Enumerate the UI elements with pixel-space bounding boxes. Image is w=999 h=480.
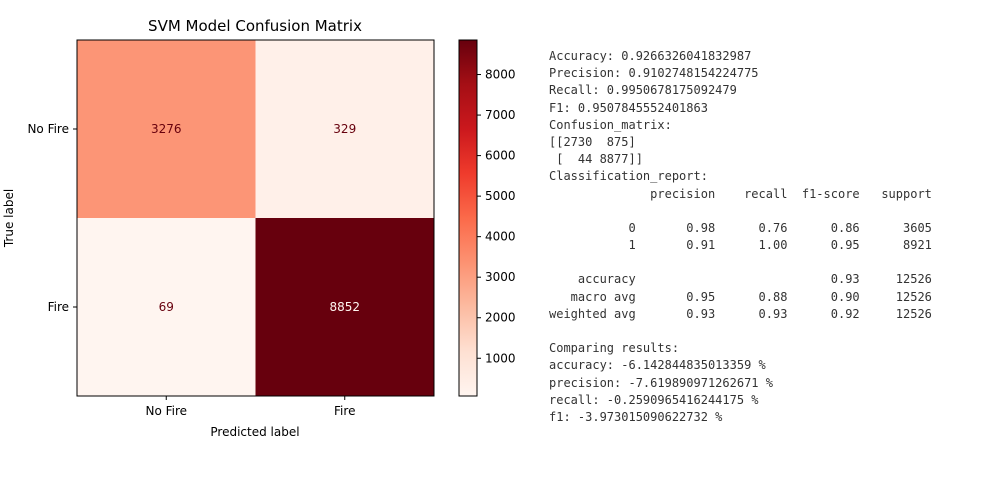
y-axis-label: True label [2, 189, 16, 248]
colorbar [458, 39, 478, 397]
x-tick-labels: No Fire Fire [145, 396, 355, 418]
cell-no-fire-fire [255, 40, 434, 218]
console-line: f1: -3.973015090622732 % [549, 409, 723, 424]
console-line: 0 0.98 0.76 0.86 3605 [549, 220, 932, 235]
colorbar-tick-label: 1000 [485, 351, 516, 365]
console-line [549, 203, 932, 220]
x-axis-label: Predicted label [210, 425, 299, 439]
console-line: Accuracy: 0.9266326041832987 [549, 49, 752, 63]
colorbar-tick-label: 8000 [485, 68, 516, 82]
colorbar-tick-label: 7000 [485, 108, 516, 122]
console-output: Accuracy: 0.9266326041832987 Precision: 0… [549, 48, 932, 426]
console-line: 1 0.91 1.00 0.95 8921 [549, 238, 932, 253]
console-line: accuracy: -6.142844835013359 % [549, 358, 766, 373]
y-tick-labels: No Fire Fire [27, 122, 77, 314]
console-line: weighted avg 0.93 0.93 0.92 12526 [549, 306, 932, 321]
console-line: macro avg 0.95 0.88 0.90 12526 [549, 289, 932, 304]
cell-value-no-fire-fire: 329 [333, 122, 356, 136]
y-tick-label: No Fire [27, 122, 69, 136]
chart-title: SVM Model Confusion Matrix [148, 17, 362, 35]
console-line: Comparing results: [549, 341, 680, 356]
console-line: Confusion_matrix: [549, 117, 672, 132]
colorbar-tick-label: 3000 [485, 270, 516, 284]
cell-no-fire-no-fire [77, 40, 256, 218]
console-line: Precision: 0.9102748154224775 [549, 66, 759, 81]
colorbar-tick-label: 2000 [485, 311, 516, 325]
console-line: F1: 0.9507845552401863 [549, 100, 708, 115]
cell-value-no-fire-no-fire: 3276 [151, 122, 182, 136]
console-line: accuracy 0.93 12526 [549, 272, 932, 287]
cell-value-fire-no-fire: 69 [159, 300, 174, 314]
console-line: [ 44 8877]] [549, 152, 643, 167]
colorbar-tick-label: 4000 [485, 230, 516, 244]
x-tick-label: No Fire [145, 404, 187, 418]
x-tick-label: Fire [334, 404, 355, 418]
y-tick-label: Fire [48, 300, 69, 314]
confusion-matrix-chart: SVM Model Confusion Matrix 3276 329 69 8852… [2, 17, 516, 439]
console-line: Recall: 0.9950678175092479 [549, 83, 737, 98]
colorbar-ticks: 1000 2000 3000 4000 5000 6000 7000 8000 [477, 68, 516, 365]
console-line: precision: -7.619890971262671 % [549, 375, 773, 390]
cell-fire-no-fire [77, 218, 256, 396]
console-line: Classification_report: [549, 169, 708, 184]
console-line [549, 323, 932, 340]
console-line: [[2730 875] [549, 134, 636, 149]
cell-fire-fire [255, 218, 434, 396]
colorbar-tick-label: 5000 [485, 189, 516, 203]
console-line [549, 254, 932, 271]
matrix-cells: 3276 329 69 8852 [77, 40, 434, 396]
console-line: recall: -0.2590965416244175 % [549, 392, 759, 407]
cell-value-fire-fire: 8852 [329, 300, 360, 314]
console-line: precision recall f1-score support [549, 186, 932, 201]
plot-frame [76, 39, 435, 397]
colorbar-tick-label: 6000 [485, 149, 516, 163]
